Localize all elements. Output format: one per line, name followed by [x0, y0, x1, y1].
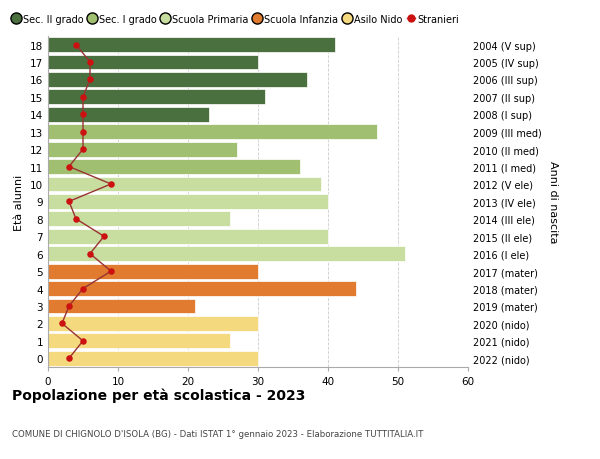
- Point: [106, 181, 116, 188]
- Bar: [48, 90, 265, 105]
- Bar: [48, 299, 195, 313]
- Point: [78, 337, 88, 345]
- Bar: [48, 351, 258, 366]
- Point: [71, 216, 81, 223]
- Bar: [48, 316, 258, 331]
- Point: [57, 320, 67, 327]
- Y-axis label: Anni di nascita: Anni di nascita: [548, 161, 558, 243]
- Point: [85, 59, 95, 67]
- Bar: [48, 247, 405, 262]
- Bar: [48, 195, 328, 209]
- Bar: [48, 264, 258, 279]
- Bar: [48, 125, 377, 140]
- Bar: [48, 334, 230, 348]
- Point: [64, 163, 74, 171]
- Bar: [48, 230, 328, 244]
- Point: [64, 355, 74, 362]
- Bar: [48, 281, 356, 297]
- Bar: [48, 212, 230, 227]
- Bar: [48, 73, 307, 88]
- Point: [64, 302, 74, 310]
- Point: [78, 285, 88, 292]
- Point: [85, 77, 95, 84]
- Point: [99, 233, 109, 241]
- Bar: [48, 160, 300, 174]
- Bar: [48, 107, 209, 123]
- Point: [64, 198, 74, 206]
- Point: [78, 129, 88, 136]
- Text: Popolazione per età scolastica - 2023: Popolazione per età scolastica - 2023: [12, 388, 305, 403]
- Point: [78, 94, 88, 101]
- Point: [78, 146, 88, 153]
- Text: COMUNE DI CHIGNOLO D'ISOLA (BG) - Dati ISTAT 1° gennaio 2023 - Elaborazione TUTT: COMUNE DI CHIGNOLO D'ISOLA (BG) - Dati I…: [12, 429, 424, 438]
- Point: [106, 268, 116, 275]
- Point: [78, 112, 88, 119]
- Legend: Sec. II grado, Sec. I grado, Scuola Primaria, Scuola Infanzia, Asilo Nido, Stran: Sec. II grado, Sec. I grado, Scuola Prim…: [8, 11, 463, 28]
- Bar: [48, 38, 335, 53]
- Point: [85, 251, 95, 258]
- Y-axis label: Età alunni: Età alunni: [14, 174, 25, 230]
- Point: [71, 42, 81, 49]
- Bar: [48, 177, 321, 192]
- Bar: [48, 142, 237, 157]
- Bar: [48, 56, 258, 70]
